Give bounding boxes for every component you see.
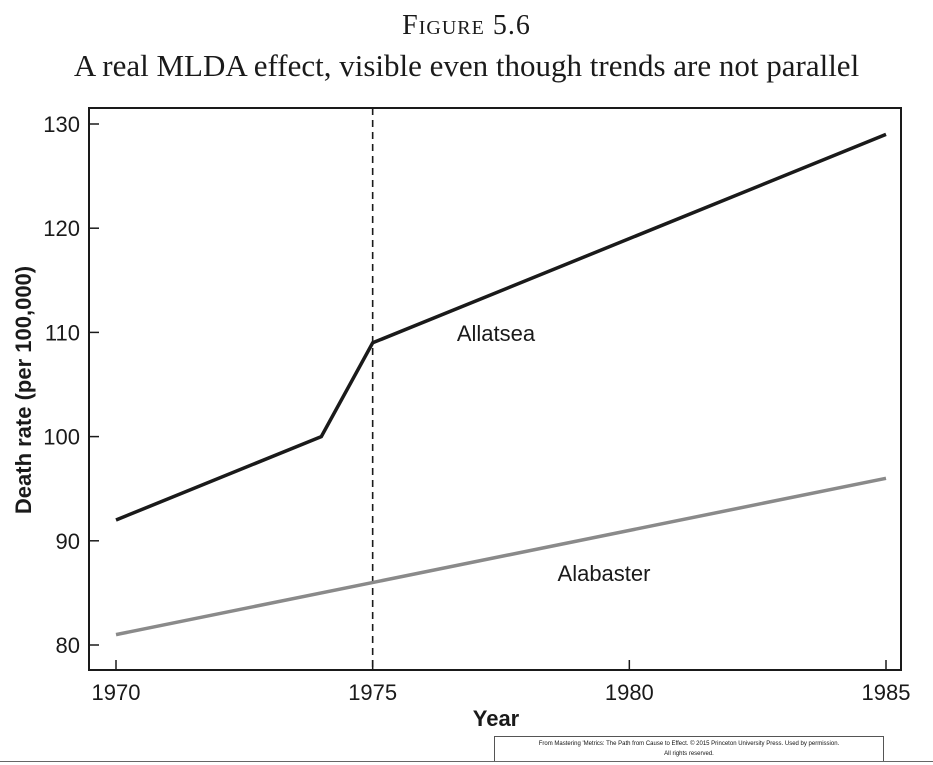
series-label-allatsea: Allatsea: [457, 321, 536, 346]
plot-frame: [88, 107, 902, 671]
figure-label: Figure 5.6: [0, 10, 933, 42]
series-line-alabaster: [115, 476, 887, 637]
series-line-allatsea: [115, 132, 887, 522]
y-tick-label-90: 90: [56, 529, 80, 554]
series-label-alabaster: Alabaster: [558, 561, 651, 586]
y-tick-label-100: 100: [43, 425, 80, 450]
figure-title: A real MLDA effect, visible even though …: [73, 48, 860, 83]
y-tick-label-120: 120: [43, 216, 80, 241]
credit-box: From Mastering 'Metrics: The Path from C…: [494, 736, 884, 762]
credit-line-2: All rights reserved.: [664, 751, 714, 757]
x-tick-label-1970: 1970: [92, 680, 141, 705]
figure-label-text: Figure 5.6: [402, 10, 531, 41]
credit-line-1: From Mastering 'Metrics: The Path from C…: [538, 741, 840, 747]
y-tick-label-110: 110: [45, 320, 80, 345]
y-tick-label-80: 80: [56, 633, 80, 658]
y-tick-label-130: 130: [43, 112, 80, 137]
x-axis-label: Year: [473, 706, 520, 731]
y-axis-label: Death rate (per 100,000): [11, 266, 36, 514]
x-tick-label-1985: 1985: [862, 680, 911, 705]
x-tick-label-1975: 1975: [348, 680, 397, 705]
x-tick-label-1980: 1980: [605, 680, 654, 705]
bottom-rule: [0, 761, 933, 762]
